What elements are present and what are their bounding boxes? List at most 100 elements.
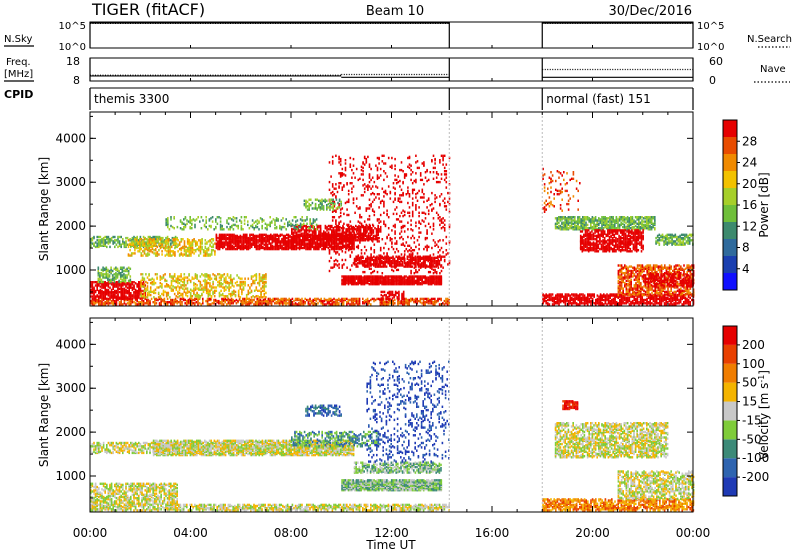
rti-cell — [283, 297, 286, 301]
rti-cell — [168, 301, 170, 304]
rti-cell — [189, 216, 191, 219]
rti-cell — [128, 292, 130, 295]
rti-cell — [255, 295, 258, 298]
rti-cell — [234, 299, 236, 303]
rti-cell — [181, 297, 183, 301]
rti-cell — [164, 278, 166, 281]
rti-cell — [140, 291, 142, 295]
rti-cell — [110, 239, 113, 242]
rti-cell — [273, 245, 275, 249]
rti-cell — [326, 225, 328, 229]
rti-cell — [195, 297, 198, 301]
rti-cell — [166, 239, 168, 242]
rti-cell — [204, 252, 207, 255]
rti-cell — [239, 280, 242, 284]
rti-cell — [183, 228, 185, 231]
rti-cell — [357, 262, 359, 265]
rti-cell — [387, 297, 390, 301]
rti-cell — [230, 297, 233, 301]
rti-cell — [122, 287, 124, 290]
rti-cell — [244, 277, 246, 280]
rti-cell — [167, 291, 170, 295]
rti-cell — [319, 227, 322, 230]
rti-cell — [341, 258, 344, 262]
rti-cell — [411, 265, 413, 268]
rti-cell — [368, 176, 371, 179]
rti-cell — [299, 298, 302, 302]
rti-cell — [335, 187, 337, 190]
rti-cell — [402, 276, 404, 279]
rti-cell — [138, 301, 140, 304]
rti-cell — [347, 275, 350, 278]
rti-cell — [330, 191, 332, 195]
rti-cell — [327, 233, 330, 236]
rti-cell — [377, 256, 380, 259]
rti-cell — [279, 227, 281, 230]
rti-cell — [344, 251, 347, 254]
rti-cell — [201, 273, 203, 276]
rti-cell — [314, 243, 317, 246]
rti-cell — [178, 281, 181, 285]
rti-cell — [202, 254, 205, 257]
rti-cell — [102, 268, 104, 272]
rti-cell — [262, 298, 265, 302]
rti-cell — [109, 245, 111, 249]
rti-cell — [218, 233, 221, 236]
rti-cell — [232, 216, 235, 219]
rti-cell — [330, 175, 332, 178]
rti-cell — [260, 244, 262, 247]
rti-cell — [107, 275, 109, 278]
rti-cell — [366, 262, 369, 265]
rti-cell — [156, 273, 158, 276]
rti-cell — [438, 259, 441, 263]
rti-cell — [237, 227, 239, 230]
rti-cell — [181, 277, 184, 280]
rti-cell — [434, 301, 436, 304]
rti-cell — [304, 297, 306, 301]
rti-cell — [178, 288, 181, 291]
rti-cell — [166, 253, 168, 256]
rti-cell — [336, 234, 339, 238]
rti-cell — [249, 246, 251, 250]
rti-cell — [285, 302, 287, 305]
rti-cell — [367, 186, 369, 189]
rti-cell — [352, 157, 355, 161]
rti-cell — [408, 264, 410, 267]
rti-cell — [434, 297, 436, 301]
rti-cell — [379, 279, 382, 283]
rti-cell — [202, 274, 205, 277]
rti-cell — [173, 273, 176, 276]
rti-cell — [414, 297, 417, 301]
freq-tick-low: 8 — [73, 74, 80, 87]
rti-cell — [143, 289, 146, 292]
rti-cell — [365, 280, 367, 284]
rti-cell — [90, 283, 92, 286]
rti-cell — [199, 247, 202, 251]
rti-cell — [236, 234, 238, 238]
rti-cell — [160, 297, 162, 301]
rti-cell — [118, 244, 121, 247]
rti-cell — [355, 197, 358, 200]
rti-cell — [427, 283, 430, 286]
rti-cell — [199, 250, 202, 253]
rti-cell — [427, 297, 430, 301]
rti-cell — [300, 243, 302, 246]
rti-cell — [246, 301, 249, 304]
rti-cell — [438, 303, 441, 306]
rti-cell — [218, 273, 221, 276]
rti-cell — [207, 253, 210, 256]
rti-cell — [335, 209, 337, 212]
rti-cell — [146, 296, 149, 299]
rti-cell — [270, 233, 272, 236]
rti-cell — [276, 238, 278, 241]
rti-cell — [128, 283, 130, 286]
rti-cell — [284, 234, 286, 238]
rti-cell — [255, 238, 258, 241]
rti-cell — [437, 255, 439, 258]
rti-cell — [226, 303, 228, 306]
rti-cell — [215, 277, 218, 280]
rti-cell — [421, 302, 423, 305]
rti-cell — [145, 273, 147, 276]
rti-cell — [213, 295, 216, 298]
rti-cell — [262, 302, 265, 305]
